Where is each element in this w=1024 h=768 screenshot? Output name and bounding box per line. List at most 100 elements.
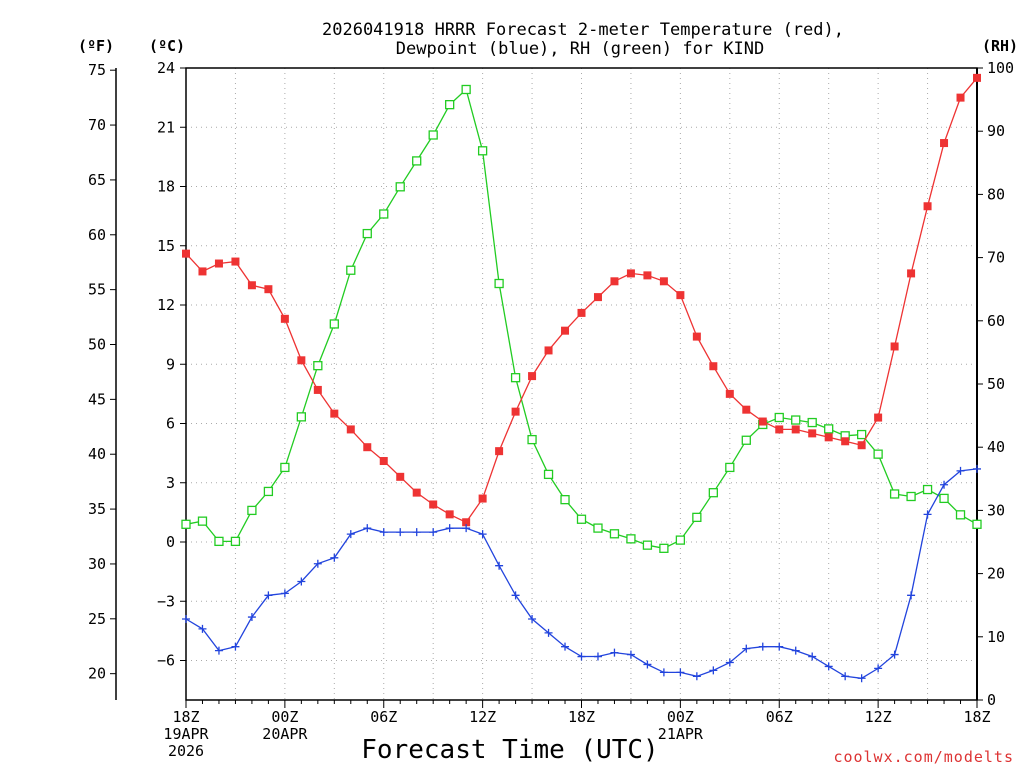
rh-point bbox=[692, 512, 702, 523]
temperature-point bbox=[775, 425, 784, 434]
celsius-unit-label: (ºC) bbox=[149, 37, 185, 55]
rh-point bbox=[379, 209, 389, 219]
x-tick-label: 18Z bbox=[568, 708, 595, 726]
x-tick-label: 12Z bbox=[865, 708, 892, 726]
dewpoint-point bbox=[198, 624, 207, 633]
fahrenheit-tick-label: 55 bbox=[88, 281, 106, 299]
dewpoint-point bbox=[593, 652, 602, 661]
temperature-point bbox=[280, 314, 289, 323]
x-tick-label: 06Z bbox=[370, 708, 397, 726]
dewpoint-point bbox=[692, 672, 701, 681]
rh-unit-label: (RH) bbox=[982, 37, 1018, 55]
temperature-point bbox=[709, 362, 718, 371]
fahrenheit-tick-label: 40 bbox=[88, 445, 106, 463]
celsius-tick-label: 24 bbox=[157, 59, 175, 77]
temperature-point bbox=[561, 326, 570, 335]
temperature-point bbox=[692, 332, 701, 341]
temperature-point bbox=[758, 417, 767, 426]
dewpoint-point bbox=[280, 589, 289, 598]
temperature-point bbox=[346, 425, 355, 434]
celsius-tick-label: 9 bbox=[166, 355, 175, 373]
rh-point bbox=[593, 523, 603, 533]
rh-tick-label: 20 bbox=[987, 565, 1005, 583]
fahrenheit-tick-label: 20 bbox=[88, 665, 106, 683]
x-tick-label-line: 18Z bbox=[963, 708, 990, 726]
celsius-tick-label: 21 bbox=[157, 118, 175, 136]
rh-point bbox=[527, 434, 537, 445]
dewpoint-point bbox=[412, 528, 421, 537]
dewpoint-point bbox=[791, 646, 800, 655]
dewpoint-point bbox=[841, 672, 850, 681]
dewpoint-point bbox=[659, 668, 668, 677]
temperature-point bbox=[412, 488, 421, 497]
celsius-tick-label: 12 bbox=[157, 296, 175, 314]
dewpoint-point bbox=[429, 528, 438, 537]
dewpoint-point bbox=[462, 524, 471, 533]
dewpoint-point bbox=[775, 642, 784, 651]
dewpoint-point bbox=[956, 466, 965, 475]
dewpoint-point bbox=[346, 530, 355, 539]
x-tick-label-line: 18Z bbox=[568, 708, 595, 726]
temperature-point bbox=[808, 429, 817, 438]
temperature-point bbox=[528, 372, 537, 381]
dewpoint-point bbox=[874, 664, 883, 673]
rh-point bbox=[477, 146, 488, 156]
celsius-tick-label: 18 bbox=[157, 178, 175, 196]
dewpoint-point bbox=[857, 674, 866, 683]
dewpoint-point bbox=[808, 652, 817, 661]
fahrenheit-tick-label: 35 bbox=[88, 500, 106, 518]
dewpoint-point bbox=[330, 553, 339, 562]
dewpoint-point bbox=[907, 591, 916, 600]
rh-point bbox=[824, 424, 834, 434]
temperature-point bbox=[544, 346, 553, 355]
temperature-point bbox=[956, 93, 965, 102]
x-tick-label-line: 00Z bbox=[271, 708, 298, 726]
rh-point bbox=[329, 319, 339, 329]
x-tick-label: 18Z bbox=[963, 708, 990, 726]
dewpoint-point bbox=[214, 646, 223, 655]
dewpoint-point bbox=[544, 628, 553, 637]
temperature-point bbox=[659, 277, 668, 286]
temperature-point bbox=[841, 437, 850, 446]
temperature-point bbox=[577, 308, 586, 317]
fahrenheit-tick-label: 65 bbox=[88, 171, 106, 189]
dewpoint-point bbox=[676, 668, 685, 677]
x-tick-label: 00Z 21APR bbox=[658, 708, 704, 743]
rh-tick-label: 70 bbox=[987, 249, 1005, 267]
dewpoint-point bbox=[264, 591, 273, 600]
fahrenheit-unit-label: (ºF) bbox=[78, 37, 114, 55]
rh-point bbox=[428, 130, 438, 140]
rh-point bbox=[461, 84, 471, 95]
rh-point bbox=[675, 535, 686, 545]
x-tick-label-line: 06Z bbox=[766, 708, 793, 726]
rh-point bbox=[807, 417, 817, 428]
rh-point bbox=[296, 412, 307, 422]
celsius-tick-label: −3 bbox=[157, 592, 175, 610]
dewpoint-point bbox=[709, 666, 718, 675]
x-tick-label: 18Z 19APR 2026 bbox=[163, 708, 209, 760]
celsius-tick-label: 15 bbox=[157, 237, 175, 255]
x-tick-label: 12Z bbox=[469, 708, 496, 726]
fahrenheit-tick-label: 60 bbox=[88, 226, 106, 244]
rh-tick-label: 50 bbox=[987, 375, 1005, 393]
dewpoint-point bbox=[824, 662, 833, 671]
rh-point bbox=[181, 519, 191, 529]
fahrenheit-tick-label: 30 bbox=[88, 555, 106, 573]
temperature-point bbox=[363, 443, 372, 452]
temperature-point bbox=[182, 249, 190, 258]
temperature-point bbox=[676, 291, 685, 300]
dewpoint-point bbox=[396, 528, 405, 537]
dewpoint-point bbox=[561, 642, 570, 651]
dewpoint-point bbox=[379, 528, 388, 537]
rh-point bbox=[543, 469, 554, 480]
rh-point bbox=[856, 429, 867, 440]
dewpoint-point bbox=[231, 642, 240, 651]
rh-point bbox=[626, 534, 636, 544]
temperature-point bbox=[643, 271, 652, 280]
rh-tick-label: 90 bbox=[987, 122, 1005, 140]
fahrenheit-tick-label: 45 bbox=[88, 390, 106, 408]
temperature-point bbox=[495, 447, 504, 456]
dewpoint-point bbox=[528, 615, 537, 624]
rh-point bbox=[280, 462, 290, 473]
